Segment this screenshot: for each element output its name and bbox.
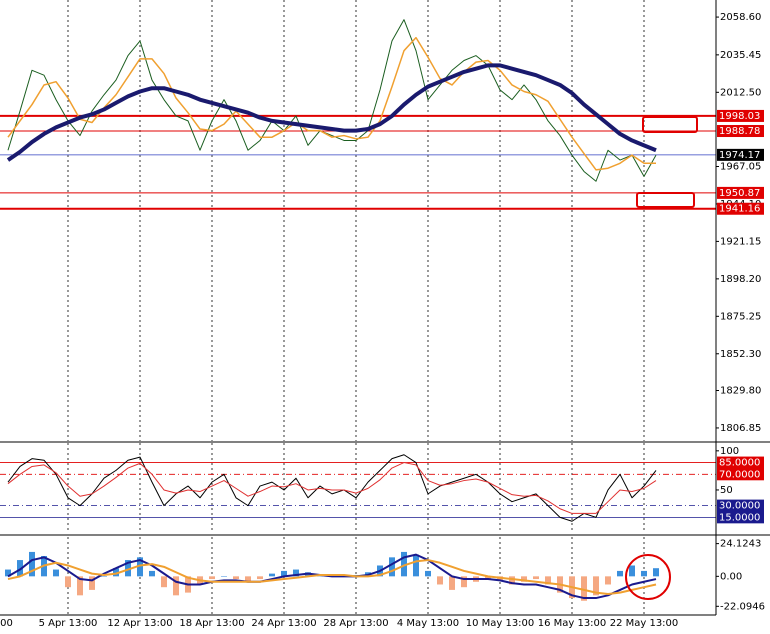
histogram-bar <box>29 551 35 577</box>
histogram-bar <box>101 576 107 577</box>
histogram-bar <box>581 576 587 601</box>
y-tick-label: 1829.80 <box>720 385 761 396</box>
histogram-bar <box>401 551 407 577</box>
y-tick-label: 24.1243 <box>720 539 761 550</box>
histogram-bar <box>161 576 167 588</box>
level-label: 15.0000 <box>719 512 760 523</box>
y-tick-label: 1806.85 <box>720 423 761 434</box>
histogram-bar <box>113 568 119 577</box>
x-tick-label: 13:00 <box>0 618 13 629</box>
histogram-bar <box>461 576 467 588</box>
histogram-bar <box>545 576 551 585</box>
histogram-bar <box>617 570 623 577</box>
histogram-bar <box>221 576 227 577</box>
level-label-box <box>717 456 764 469</box>
histogram-bar <box>149 570 155 577</box>
histogram-bar <box>173 576 179 596</box>
level-label: 1950.87 <box>719 188 760 199</box>
level-label: 1974.17 <box>719 150 760 161</box>
level-label: 1941.16 <box>719 204 760 215</box>
series-line <box>7 553 657 600</box>
series-line <box>7 454 657 522</box>
histogram-bar <box>629 565 635 577</box>
level-label-box <box>717 109 764 122</box>
x-tick-label: 12 Apr 13:00 <box>107 618 172 629</box>
histogram-bar <box>125 560 131 577</box>
y-tick-label: 100 <box>720 446 739 457</box>
x-tick-label: 5 Apr 13:00 <box>39 618 98 629</box>
histogram-bar <box>437 576 443 585</box>
histogram-bar <box>413 554 419 577</box>
x-tick-label: 24 Apr 13:00 <box>251 618 316 629</box>
histogram-bar <box>281 570 287 577</box>
y-tick-label: 2012.50 <box>720 87 761 98</box>
histogram-bar <box>5 569 11 577</box>
histogram-bar <box>293 569 299 577</box>
level-label: 30.0000 <box>719 501 760 512</box>
level-label-box <box>717 125 764 138</box>
x-tick-label: 22 May 13:00 <box>610 618 679 629</box>
histogram-bar <box>641 570 647 577</box>
highlight-box <box>636 192 695 208</box>
histogram-bar <box>17 560 23 577</box>
level-label: 85.0000 <box>719 458 760 469</box>
highlight-box <box>642 116 698 133</box>
histogram-bar <box>137 557 143 577</box>
histogram-bar <box>605 576 611 585</box>
y-tick-label: 0.00 <box>720 571 742 582</box>
series-line <box>7 559 657 595</box>
histogram-bar <box>509 576 515 585</box>
histogram-bar <box>257 576 263 580</box>
series-line <box>7 19 657 182</box>
x-tick-label: 10 May 13:00 <box>466 618 535 629</box>
y-tick-label: 1967.05 <box>720 161 761 172</box>
histogram-bar <box>593 576 599 596</box>
level-label-box <box>717 499 764 512</box>
level-label: 70.0000 <box>719 469 760 480</box>
histogram-bar <box>77 576 83 596</box>
y-tick-label: 1852.30 <box>720 349 761 360</box>
level-label: 1998.03 <box>719 111 760 122</box>
y-tick-label: -22.0946 <box>720 601 765 612</box>
histogram-bar <box>89 576 95 590</box>
x-tick-label: 18 Apr 13:00 <box>179 618 244 629</box>
histogram-bar <box>65 576 71 588</box>
level-label-box <box>717 468 764 481</box>
level-label-box <box>717 511 764 524</box>
histogram-bar <box>209 576 215 580</box>
series-line <box>6 63 657 162</box>
y-tick-label: 1921.15 <box>720 236 761 247</box>
level-label-box <box>717 186 764 199</box>
histogram-bar <box>53 569 59 577</box>
histogram-bar <box>521 576 527 582</box>
y-tick-label: 1875.25 <box>720 311 761 322</box>
y-tick-label: 1898.20 <box>720 274 761 285</box>
histogram-bar <box>653 568 659 577</box>
y-tick-label: 2035.45 <box>720 50 761 61</box>
histogram-bar <box>245 576 251 582</box>
x-tick-label: 28 Apr 13:00 <box>323 618 388 629</box>
histogram-bar <box>233 576 239 580</box>
histogram-bar <box>389 557 395 577</box>
level-label: 1988.78 <box>719 126 760 137</box>
histogram-bar <box>425 570 431 577</box>
histogram-bar <box>533 576 539 580</box>
series-line <box>7 462 657 514</box>
level-label-box <box>717 148 764 161</box>
histogram-bar <box>269 573 275 577</box>
histogram-bar <box>485 576 491 580</box>
y-tick-label: 2058.60 <box>720 12 761 23</box>
series-line <box>7 36 656 171</box>
level-label-box <box>717 202 764 215</box>
histogram-bar <box>449 576 455 590</box>
y-tick-label: 50 <box>720 485 733 496</box>
x-tick-label: 16 May 13:00 <box>538 618 607 629</box>
highlight-circle <box>625 554 671 600</box>
x-tick-label: 4 May 13:00 <box>397 618 459 629</box>
